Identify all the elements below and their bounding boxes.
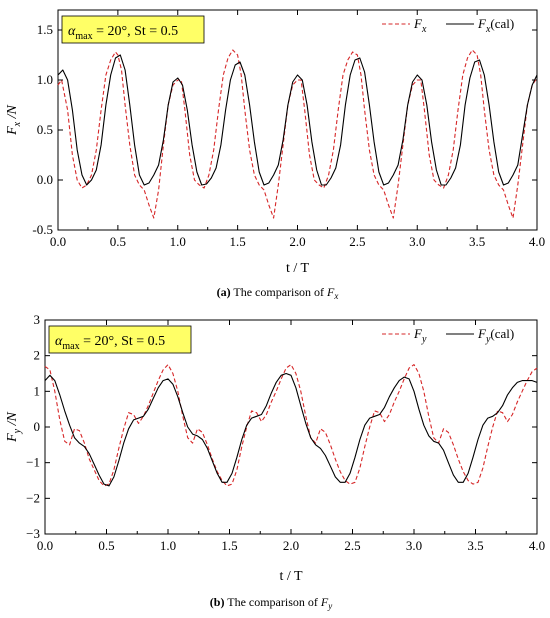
legend-label-measured: Fy — [413, 326, 427, 345]
series-line-measured — [44, 364, 538, 487]
x-tick-label: 2.0 — [289, 234, 305, 249]
panel-caption: (a) The comparison of Fx — [217, 285, 339, 301]
x-tick-label: 1.0 — [170, 234, 186, 249]
y-tick-label: 2 — [34, 348, 41, 363]
series-line-calculated — [57, 54, 538, 186]
x-tick-label: 3.5 — [469, 234, 485, 249]
legend-label-calculated: Fx(cal) — [477, 16, 514, 35]
y-tick-label: 1.5 — [37, 22, 53, 37]
x-tick-label: 0.0 — [37, 538, 53, 553]
x-tick-label: 1.5 — [230, 234, 246, 249]
x-tick-label: 1.5 — [221, 538, 237, 553]
y-axis-label: Fy /N — [5, 411, 23, 442]
x-tick-label: 2.5 — [344, 538, 360, 553]
x-tick-label: 4.0 — [529, 538, 545, 553]
y-tick-label: 0.0 — [37, 172, 53, 187]
x-axis-label: t / T — [279, 569, 303, 584]
annotation-text: αmax = 20°, St = 0.5 — [55, 334, 165, 352]
x-tick-label: 0.0 — [50, 234, 66, 249]
legend-label-calculated: Fy(cal) — [477, 326, 514, 345]
y-tick-label: 0 — [34, 419, 41, 434]
y-tick-label: -0.5 — [32, 222, 53, 237]
y-tick-label: 1.0 — [37, 72, 53, 87]
x-tick-label: 2.0 — [283, 538, 299, 553]
x-tick-label: 4.0 — [529, 234, 545, 249]
series-line-measured — [57, 49, 538, 219]
annotation-box — [61, 15, 205, 44]
y-tick-label: 0.5 — [37, 122, 53, 137]
series-line-calculated — [44, 372, 538, 487]
y-axis-label: Fx /N — [5, 104, 23, 135]
x-tick-label: 1.0 — [160, 538, 176, 553]
panel-caption: (b) The comparison of Fy — [210, 595, 332, 611]
y-tick-label: −2 — [26, 490, 40, 505]
y-tick-label: 3 — [34, 312, 41, 327]
x-axis-label: t / T — [286, 261, 310, 276]
chart-panel-b: 0.0 0.5 1.0 1.5 2.0 2.5 3.0 3.5 4.0 −3 −2 −1 0 1 2 3 αma… — [5, 312, 545, 611]
annotation-box — [48, 325, 192, 354]
x-tick-label: 3.5 — [467, 538, 483, 553]
chart-panel-a: 0.0 0.5 1.0 1.5 2.0 2.5 3.0 3.5 4.0-0.50.00.51.0… — [5, 9, 545, 301]
x-tick-label: 2.5 — [349, 234, 365, 249]
y-tick-label: −1 — [26, 455, 40, 470]
x-tick-label: 0.5 — [110, 234, 126, 249]
x-tick-label: 0.5 — [98, 538, 114, 553]
y-tick-label: 1 — [34, 383, 41, 398]
y-tick-label: −3 — [26, 526, 40, 541]
x-tick-label: 3.0 — [409, 234, 425, 249]
legend-label-measured: Fx — [413, 16, 427, 35]
x-tick-label: 3.0 — [406, 538, 422, 553]
annotation-text: αmax = 20°, St = 0.5 — [68, 24, 178, 42]
